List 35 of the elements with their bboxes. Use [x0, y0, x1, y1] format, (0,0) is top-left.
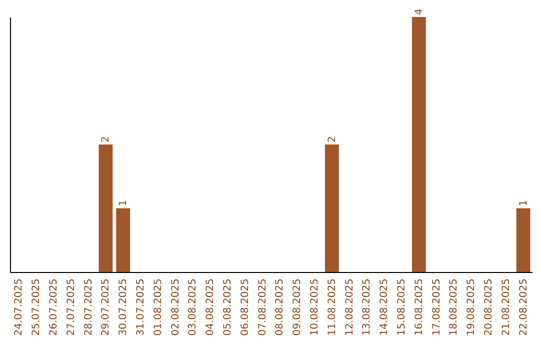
x-tick-label: 12.08.2025 [344, 278, 356, 336]
x-tick-label: 31.07.2025 [136, 278, 146, 336]
x-tick-label: 26.07.2025 [48, 278, 60, 336]
x-tick-label: 28.07.2025 [83, 278, 94, 336]
x-tick-label: 29.07.2025 [100, 278, 112, 336]
x-tick-label: 24.07.2025 [14, 278, 25, 336]
x-tick-label: 17.08.2025 [431, 278, 442, 336]
x-tick-label: 15.08.2025 [396, 278, 408, 336]
x-tick-label: 04.08.2025 [205, 278, 216, 336]
x-tick-label: 19.08.2025 [466, 278, 478, 336]
x-tick-label: 18.08.2025 [448, 278, 460, 336]
x-tick-label: 03.08.2025 [188, 278, 199, 336]
x-tick-label: 10.08.2025 [310, 278, 320, 336]
x-tick-label: 20.08.2025 [484, 278, 494, 336]
x-tick-label: 06.08.2025 [240, 278, 251, 336]
data-label: 4 [414, 8, 425, 15]
x-tick-label: 09.08.2025 [292, 278, 304, 336]
x-tick-label: 11.08.2025 [326, 278, 338, 336]
data-label: 1 [518, 200, 530, 206]
x-tick-label: 13.08.2025 [362, 278, 373, 336]
x-tick-label: 02.08.2025 [170, 278, 182, 336]
x-tick-label: 25.07.2025 [31, 278, 42, 336]
data-label: 1 [118, 200, 130, 206]
x-tick-label: 01.08.2025 [152, 278, 164, 336]
x-tick-label: 07.08.2025 [257, 278, 268, 336]
data-label: 2 [100, 136, 112, 142]
x-tick-label: 21.08.2025 [500, 278, 512, 336]
x-tick-label: 30.07.2025 [118, 278, 130, 336]
x-tick-label: 14.08.2025 [379, 278, 390, 336]
x-tick-label: 16.08.2025 [414, 278, 425, 336]
data-label: 2 [326, 136, 338, 142]
x-tick-label: 27.07.2025 [66, 278, 77, 336]
x-tick-label: 22.08.2025 [518, 278, 530, 336]
x-tick-label: 08.08.2025 [274, 278, 286, 336]
x-tick-label: 05.08.2025 [222, 278, 234, 336]
